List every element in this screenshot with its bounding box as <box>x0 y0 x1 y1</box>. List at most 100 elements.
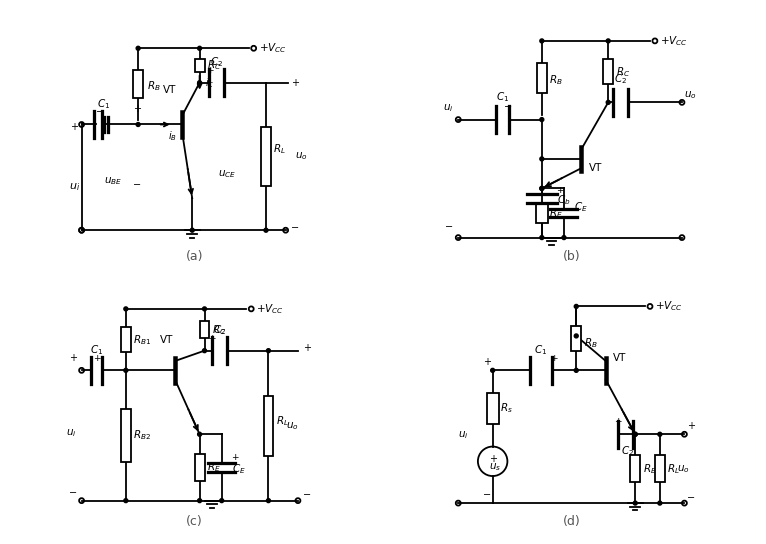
Circle shape <box>574 368 578 372</box>
Text: $C_2$: $C_2$ <box>614 73 627 86</box>
Text: +: + <box>133 104 141 114</box>
Circle shape <box>198 499 201 503</box>
Text: +: + <box>208 334 216 343</box>
Text: $R_B$: $R_B$ <box>584 336 597 350</box>
Text: VT: VT <box>163 84 177 95</box>
Text: $+V_{CC}$: $+V_{CC}$ <box>259 41 286 55</box>
Circle shape <box>202 307 207 311</box>
Text: $R_E$: $R_E$ <box>549 206 563 220</box>
Text: $C_E$: $C_E$ <box>574 201 588 214</box>
Text: (a): (a) <box>186 250 204 263</box>
Text: $R_s$: $R_s$ <box>500 401 513 416</box>
Text: $R_C$: $R_C$ <box>207 59 221 72</box>
Bar <box>630 455 640 483</box>
Circle shape <box>574 334 578 338</box>
Circle shape <box>633 432 637 436</box>
Text: VT: VT <box>613 353 627 362</box>
Circle shape <box>658 501 662 505</box>
Circle shape <box>540 236 544 239</box>
Circle shape <box>540 118 544 121</box>
Text: VT: VT <box>588 163 602 173</box>
Bar <box>121 410 131 461</box>
Text: +: + <box>206 66 213 75</box>
Text: −: − <box>290 222 299 233</box>
Text: −: − <box>445 222 453 232</box>
Text: $i_B$: $i_B$ <box>168 129 177 143</box>
Circle shape <box>633 501 637 505</box>
Text: +: + <box>70 122 78 132</box>
Bar <box>264 395 273 456</box>
Bar <box>537 63 547 92</box>
Circle shape <box>606 39 611 43</box>
Text: (d): (d) <box>562 515 580 528</box>
Text: +: + <box>483 357 491 367</box>
Text: $C_b$: $C_b$ <box>557 193 570 207</box>
Text: $u_{CE}$: $u_{CE}$ <box>218 168 236 180</box>
Text: $u_o$: $u_o$ <box>684 89 697 101</box>
Bar <box>535 203 548 223</box>
Circle shape <box>658 432 662 436</box>
Circle shape <box>198 46 201 50</box>
Circle shape <box>540 39 544 43</box>
Bar <box>121 327 131 352</box>
Text: −: − <box>483 490 491 500</box>
Text: +: + <box>614 417 622 426</box>
Text: $C_2$: $C_2$ <box>210 55 224 69</box>
Text: VT: VT <box>160 335 174 345</box>
Circle shape <box>220 499 224 503</box>
Text: $R_{B1}$: $R_{B1}$ <box>133 333 152 347</box>
Circle shape <box>124 307 128 311</box>
Text: $u_i$: $u_i$ <box>69 181 80 193</box>
Circle shape <box>633 432 637 436</box>
Text: $R_C$: $R_C$ <box>212 323 226 337</box>
Text: $C_1$: $C_1$ <box>496 90 509 104</box>
Bar <box>195 454 205 481</box>
Circle shape <box>540 187 544 190</box>
Text: $C_E$: $C_E$ <box>231 462 245 476</box>
Text: $u_o$: $u_o$ <box>296 151 308 162</box>
Text: $C_2$: $C_2$ <box>621 444 634 458</box>
Text: +: + <box>489 454 496 464</box>
Text: +: + <box>290 78 299 88</box>
Text: $u_s$: $u_s$ <box>489 461 501 473</box>
Text: +: + <box>303 343 311 353</box>
Text: $C_1$: $C_1$ <box>97 97 110 111</box>
Circle shape <box>540 187 544 190</box>
Circle shape <box>540 157 544 161</box>
Text: $C_2$: $C_2$ <box>213 324 226 337</box>
Text: +: + <box>69 353 77 362</box>
Text: −: − <box>303 490 311 500</box>
Bar <box>655 455 665 483</box>
Text: $R_E$: $R_E$ <box>643 462 656 475</box>
Circle shape <box>198 432 201 436</box>
Circle shape <box>202 349 207 353</box>
Text: $C_1$: $C_1$ <box>90 343 103 357</box>
Text: $u_o$: $u_o$ <box>677 463 689 474</box>
Circle shape <box>491 368 495 372</box>
Circle shape <box>264 228 268 232</box>
Text: +: + <box>551 354 558 362</box>
Text: $R_C$: $R_C$ <box>616 65 630 78</box>
Bar <box>571 326 581 351</box>
Text: −: − <box>68 488 77 498</box>
Text: $C_1$: $C_1$ <box>534 343 547 357</box>
Text: (c): (c) <box>186 515 203 528</box>
Text: $R_L$: $R_L$ <box>273 142 286 156</box>
Text: $R_E$: $R_E$ <box>207 461 221 474</box>
Bar <box>604 59 613 84</box>
Text: +: + <box>687 422 695 431</box>
Circle shape <box>190 228 195 232</box>
Text: $R_B$: $R_B$ <box>549 73 563 87</box>
Text: $u_o$: $u_o$ <box>286 420 298 431</box>
Text: +: + <box>557 187 564 195</box>
Text: $R_L$: $R_L$ <box>667 462 680 475</box>
Circle shape <box>136 122 140 126</box>
Circle shape <box>198 81 201 85</box>
Text: −: − <box>504 102 512 112</box>
Text: (b): (b) <box>562 250 580 263</box>
Bar <box>486 393 499 424</box>
Text: $u_i$: $u_i$ <box>458 429 469 441</box>
Circle shape <box>267 349 270 353</box>
Circle shape <box>267 499 270 503</box>
Text: $R_L$: $R_L$ <box>276 414 289 428</box>
